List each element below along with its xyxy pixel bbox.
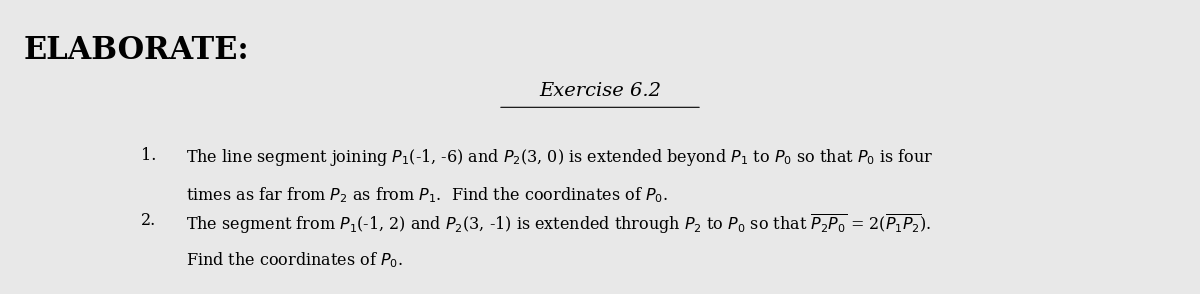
Text: times as far from $P_2$ as from $P_1$.  Find the coordinates of $P_0$.: times as far from $P_2$ as from $P_1$. F… <box>186 185 668 205</box>
Text: ELABORATE:: ELABORATE: <box>24 35 250 66</box>
Text: The line segment joining $P_1$(-1, -6) and $P_2$(3, 0) is extended beyond $P_1$ : The line segment joining $P_1$(-1, -6) a… <box>186 147 934 168</box>
Text: Exercise 6.2: Exercise 6.2 <box>539 82 661 100</box>
Text: Find the coordinates of $P_0$.: Find the coordinates of $P_0$. <box>186 250 403 270</box>
Text: 1.: 1. <box>140 147 156 164</box>
Text: 2.: 2. <box>140 212 156 229</box>
Text: The segment from $P_1$(-1, 2) and $P_2$(3, -1) is extended through $P_2$ to $P_0: The segment from $P_1$(-1, 2) and $P_2$(… <box>186 212 931 235</box>
